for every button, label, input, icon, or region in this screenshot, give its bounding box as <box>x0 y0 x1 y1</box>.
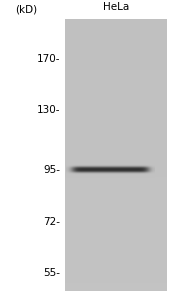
Text: 72-: 72- <box>43 217 60 227</box>
Text: (kD): (kD) <box>15 5 37 15</box>
Text: 95-: 95- <box>43 165 60 175</box>
Text: HeLa: HeLa <box>103 2 129 12</box>
Text: 170-: 170- <box>37 55 60 64</box>
Text: 55-: 55- <box>43 268 60 278</box>
Text: 130-: 130- <box>37 105 60 115</box>
